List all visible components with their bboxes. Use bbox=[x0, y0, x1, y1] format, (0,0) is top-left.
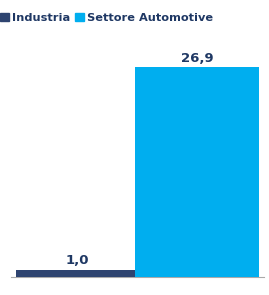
Text: 26,9: 26,9 bbox=[180, 52, 213, 65]
Bar bbox=[16, 270, 140, 277]
Bar bbox=[135, 68, 259, 277]
Text: 1,0: 1,0 bbox=[66, 254, 89, 267]
Legend: Industria, Settore Automotive: Industria, Settore Automotive bbox=[0, 13, 213, 23]
